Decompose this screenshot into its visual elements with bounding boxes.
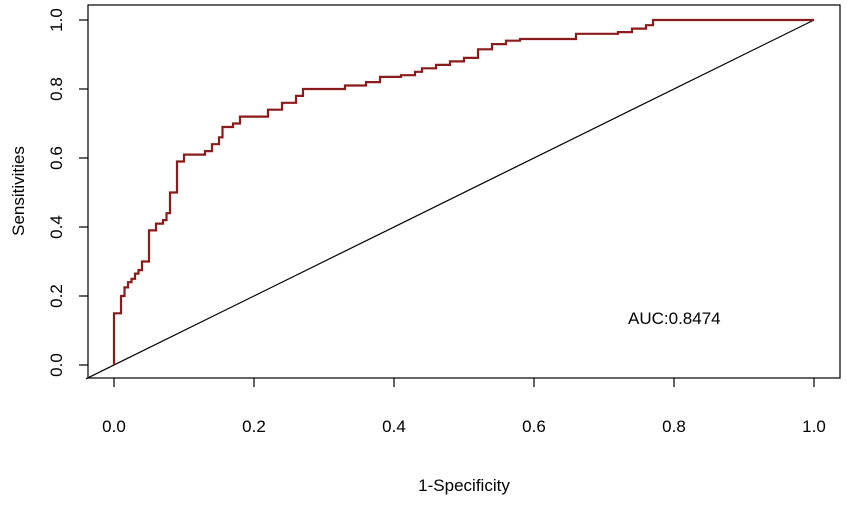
plot-frame xyxy=(87,4,841,379)
x-axis: 0.0 0.2 0.4 0.6 0.8 1.0 xyxy=(102,378,826,436)
auc-annotation: AUC:0.8474 xyxy=(628,309,721,328)
x-axis-title: 1-Specificity xyxy=(418,476,510,495)
y-tick-label: 1.0 xyxy=(47,8,66,32)
y-axis: 0.0 0.2 0.4 0.6 0.8 1.0 xyxy=(47,8,88,377)
x-tick-label: 0.8 xyxy=(662,417,686,436)
x-tick-label: 0.0 xyxy=(102,417,126,436)
y-tick-label: 0.0 xyxy=(47,353,66,377)
reference-diagonal-line xyxy=(85,19,815,380)
roc-curve-line xyxy=(112,18,814,365)
y-tick-label: 0.2 xyxy=(47,284,66,308)
y-tick-label: 0.6 xyxy=(47,146,66,170)
x-tick-label: 0.4 xyxy=(382,417,406,436)
y-tick-label: 0.4 xyxy=(47,215,66,239)
x-tick-label: 0.2 xyxy=(242,417,266,436)
x-tick-label: 0.6 xyxy=(522,417,546,436)
y-tick-label: 0.8 xyxy=(47,77,66,101)
x-tick-label: 1.0 xyxy=(802,417,826,436)
y-axis-title: Sensitivities xyxy=(9,146,28,236)
